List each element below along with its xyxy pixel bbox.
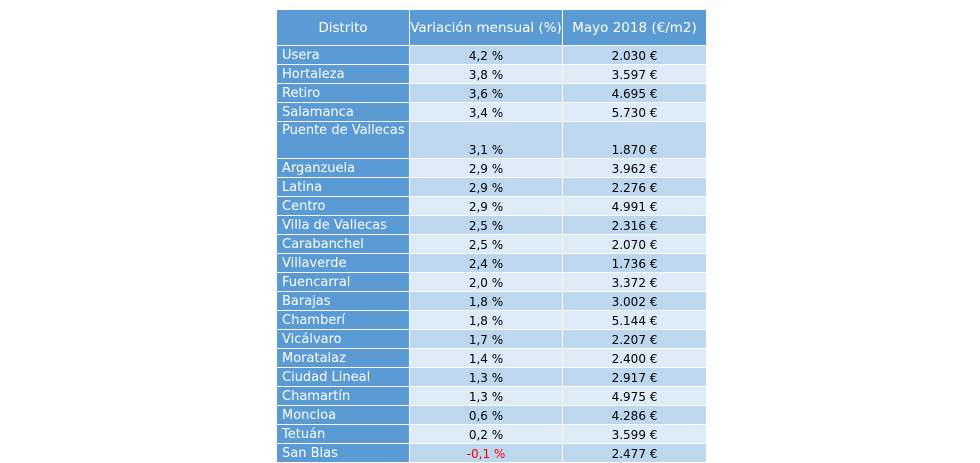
- price-cell: 3.372 €: [562, 272, 707, 292]
- variation-cell: 3,1 %: [409, 121, 563, 159]
- price-cell: 2.316 €: [562, 215, 707, 235]
- table-row: Chamartín 1,3 % 4.975 €: [276, 386, 707, 406]
- variation-cell: 3,4 %: [409, 102, 563, 122]
- price-cell: 2.030 €: [562, 45, 707, 65]
- table-row: San Blas -0,1 % 2.477 €: [276, 443, 707, 463]
- price-cell: 4.991 €: [562, 196, 707, 216]
- price-cell: 2.070 €: [562, 234, 707, 254]
- variation-cell: 1,3 %: [409, 367, 563, 387]
- variation-cell: 2,4 %: [409, 253, 563, 273]
- district-cell: Ciudad Lineal: [276, 367, 410, 387]
- variation-cell: 2,5 %: [409, 215, 563, 235]
- price-cell: 4.695 €: [562, 83, 707, 103]
- variation-cell: 3,6 %: [409, 83, 563, 103]
- variation-cell: 1,8 %: [409, 310, 563, 330]
- price-cell: 2.400 €: [562, 348, 707, 368]
- district-cell: Puente de Vallecas: [276, 121, 410, 159]
- price-cell: 2.917 €: [562, 367, 707, 387]
- price-cell: 3.002 €: [562, 291, 707, 311]
- table-row: Arganzuela 2,9 % 3.962 €: [276, 158, 707, 178]
- district-cell: San Blas: [276, 443, 410, 463]
- table-row: Puente de Vallecas 3,1 % 1.870 €: [276, 121, 707, 159]
- variation-cell: 2,9 %: [409, 177, 563, 197]
- district-cell: Chamartín: [276, 386, 410, 406]
- price-cell: 5.144 €: [562, 310, 707, 330]
- district-cell: Latina: [276, 177, 410, 197]
- variation-cell: 0,2 %: [409, 424, 563, 444]
- price-cell: 3.599 €: [562, 424, 707, 444]
- district-cell: Hortaleza: [276, 64, 410, 84]
- district-price-table: Distrito Variación mensual (%) Mayo 2018…: [276, 9, 707, 463]
- header-price: Mayo 2018 (€/m2): [562, 9, 707, 46]
- district-cell: Villaverde: [276, 253, 410, 273]
- variation-cell: 2,0 %: [409, 272, 563, 292]
- price-cell: 4.975 €: [562, 386, 707, 406]
- district-cell: Vicálvaro: [276, 329, 410, 349]
- variation-cell: 1,8 %: [409, 291, 563, 311]
- price-cell: 2.276 €: [562, 177, 707, 197]
- price-cell: 2.207 €: [562, 329, 707, 349]
- variation-cell: 1,4 %: [409, 348, 563, 368]
- header-variation: Variación mensual (%): [409, 9, 563, 46]
- price-cell: 3.597 €: [562, 64, 707, 84]
- table-row: Ciudad Lineal 1,3 % 2.917 €: [276, 367, 707, 387]
- table-row: Barajas 1,8 % 3.002 €: [276, 291, 707, 311]
- table-row: Villaverde 2,4 % 1.736 €: [276, 253, 707, 273]
- variation-cell: -0,1 %: [409, 443, 563, 463]
- table-row: Hortaleza 3,8 % 3.597 €: [276, 64, 707, 84]
- table-row: Usera 4,2 % 2.030 €: [276, 45, 707, 65]
- price-cell: 2.477 €: [562, 443, 707, 463]
- variation-cell: 1,7 %: [409, 329, 563, 349]
- table-row: Tetuán 0,2 % 3.599 €: [276, 424, 707, 444]
- variation-cell: 4,2 %: [409, 45, 563, 65]
- district-cell: Fuencarral: [276, 272, 410, 292]
- header-district: Distrito: [276, 9, 410, 46]
- district-cell: Centro: [276, 196, 410, 216]
- variation-cell: 2,9 %: [409, 196, 563, 216]
- district-cell: Moratalaz: [276, 348, 410, 368]
- variation-cell: 3,8 %: [409, 64, 563, 84]
- price-cell: 5.730 €: [562, 102, 707, 122]
- price-cell: 1.736 €: [562, 253, 707, 273]
- table-row: Villa de Vallecas 2,5 % 2.316 €: [276, 215, 707, 235]
- table-header-row: Distrito Variación mensual (%) Mayo 2018…: [276, 9, 707, 46]
- table-row: Moratalaz 1,4 % 2.400 €: [276, 348, 707, 368]
- table-row: Chamberí 1,8 % 5.144 €: [276, 310, 707, 330]
- table-row: Salamanca 3,4 % 5.730 €: [276, 102, 707, 122]
- table-row: Retiro 3,6 % 4.695 €: [276, 83, 707, 103]
- price-cell: 1.870 €: [562, 121, 707, 159]
- district-cell: Barajas: [276, 291, 410, 311]
- table-row: Fuencarral 2,0 % 3.372 €: [276, 272, 707, 292]
- district-cell: Salamanca: [276, 102, 410, 122]
- variation-cell: 1,3 %: [409, 386, 563, 406]
- district-cell: Tetuán: [276, 424, 410, 444]
- table-body: Usera 4,2 % 2.030 € Hortaleza 3,8 % 3.597 € Re…: [276, 45, 707, 463]
- variation-cell: 0,6 %: [409, 405, 563, 425]
- table-row: Moncloa 0,6 % 4.286 €: [276, 405, 707, 425]
- variation-cell: 2,5 %: [409, 234, 563, 254]
- district-cell: Arganzuela: [276, 158, 410, 178]
- district-cell: Retiro: [276, 83, 410, 103]
- district-cell: Moncloa: [276, 405, 410, 425]
- table-row: Vicálvaro 1,7 % 2.207 €: [276, 329, 707, 349]
- district-cell: Villa de Vallecas: [276, 215, 410, 235]
- variation-cell: 2,9 %: [409, 158, 563, 178]
- district-cell: Usera: [276, 45, 410, 65]
- table-row: Carabanchel 2,5 % 2.070 €: [276, 234, 707, 254]
- table-row: Latina 2,9 % 2.276 €: [276, 177, 707, 197]
- price-cell: 4.286 €: [562, 405, 707, 425]
- price-cell: 3.962 €: [562, 158, 707, 178]
- district-cell: Chamberí: [276, 310, 410, 330]
- district-cell: Carabanchel: [276, 234, 410, 254]
- table-row: Centro 2,9 % 4.991 €: [276, 196, 707, 216]
